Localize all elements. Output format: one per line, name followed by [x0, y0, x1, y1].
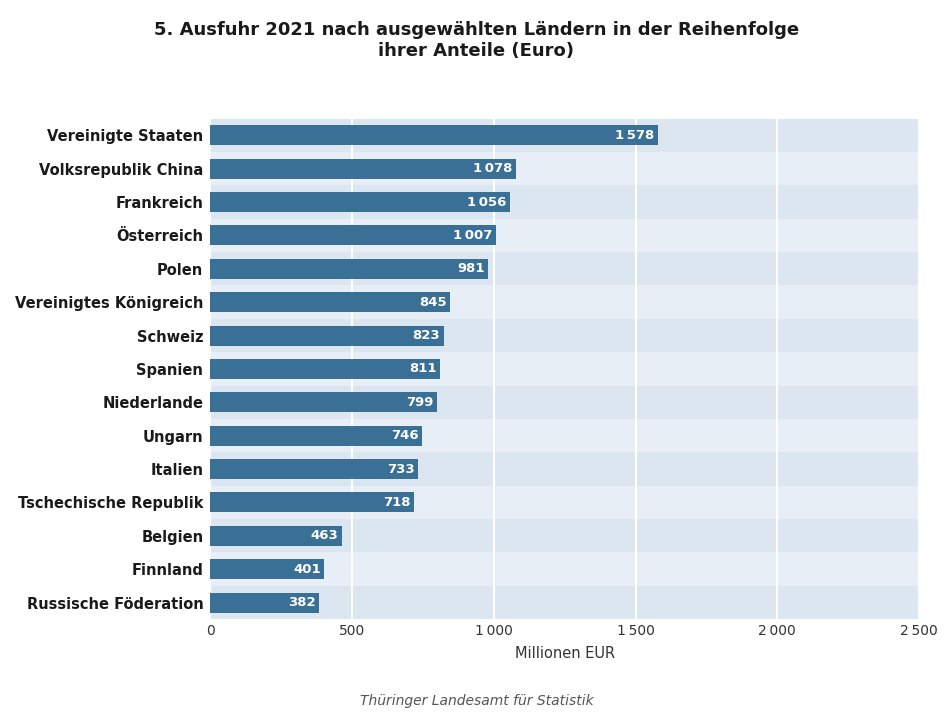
Bar	[210, 258, 488, 279]
Bar	[210, 359, 440, 379]
Bar	[210, 152, 918, 185]
Text: 718: 718	[383, 496, 410, 509]
X-axis label: Millionen EUR: Millionen EUR	[514, 646, 614, 661]
Bar	[210, 486, 918, 519]
Bar	[210, 319, 918, 352]
Bar	[210, 159, 515, 179]
Bar	[210, 386, 918, 419]
Bar	[210, 553, 918, 586]
Bar	[210, 119, 918, 152]
Text: 1 078: 1 078	[473, 162, 512, 175]
Text: 799: 799	[406, 396, 433, 409]
Text: 981: 981	[457, 262, 485, 276]
Text: 811: 811	[409, 362, 436, 375]
Text: 1 056: 1 056	[466, 196, 506, 209]
Bar	[210, 125, 657, 145]
Bar	[210, 493, 413, 513]
Bar	[210, 586, 918, 619]
Text: 382: 382	[288, 596, 315, 609]
Text: 5. Ausfuhr 2021 nach ausgewählten Ländern in der Reihenfolge
ihrer Anteile (Euro: 5. Ausfuhr 2021 nach ausgewählten Länder…	[154, 21, 798, 60]
Bar	[210, 559, 324, 579]
Bar	[210, 426, 422, 446]
Text: 1 578: 1 578	[614, 129, 654, 142]
Bar	[210, 352, 918, 386]
Bar	[210, 325, 444, 345]
Bar	[210, 292, 449, 312]
Bar	[210, 525, 341, 546]
Bar	[210, 286, 918, 319]
Bar	[210, 419, 918, 452]
Text: 401: 401	[292, 562, 320, 575]
Text: 746: 746	[390, 429, 418, 442]
Text: 463: 463	[310, 529, 338, 543]
Bar	[210, 185, 918, 219]
Text: 733: 733	[387, 463, 414, 476]
Bar	[210, 226, 495, 246]
Text: 1 007: 1 007	[452, 229, 492, 242]
Bar	[210, 219, 918, 252]
Text: 823: 823	[412, 329, 440, 342]
Bar	[210, 192, 509, 212]
Bar	[210, 392, 436, 412]
Bar	[210, 252, 918, 286]
Text: Thüringer Landesamt für Statistik: Thüringer Landesamt für Statistik	[359, 694, 593, 708]
Bar	[210, 459, 418, 479]
Bar	[210, 519, 918, 553]
Bar	[210, 592, 318, 612]
Bar	[210, 452, 918, 486]
Text: 845: 845	[419, 295, 446, 309]
